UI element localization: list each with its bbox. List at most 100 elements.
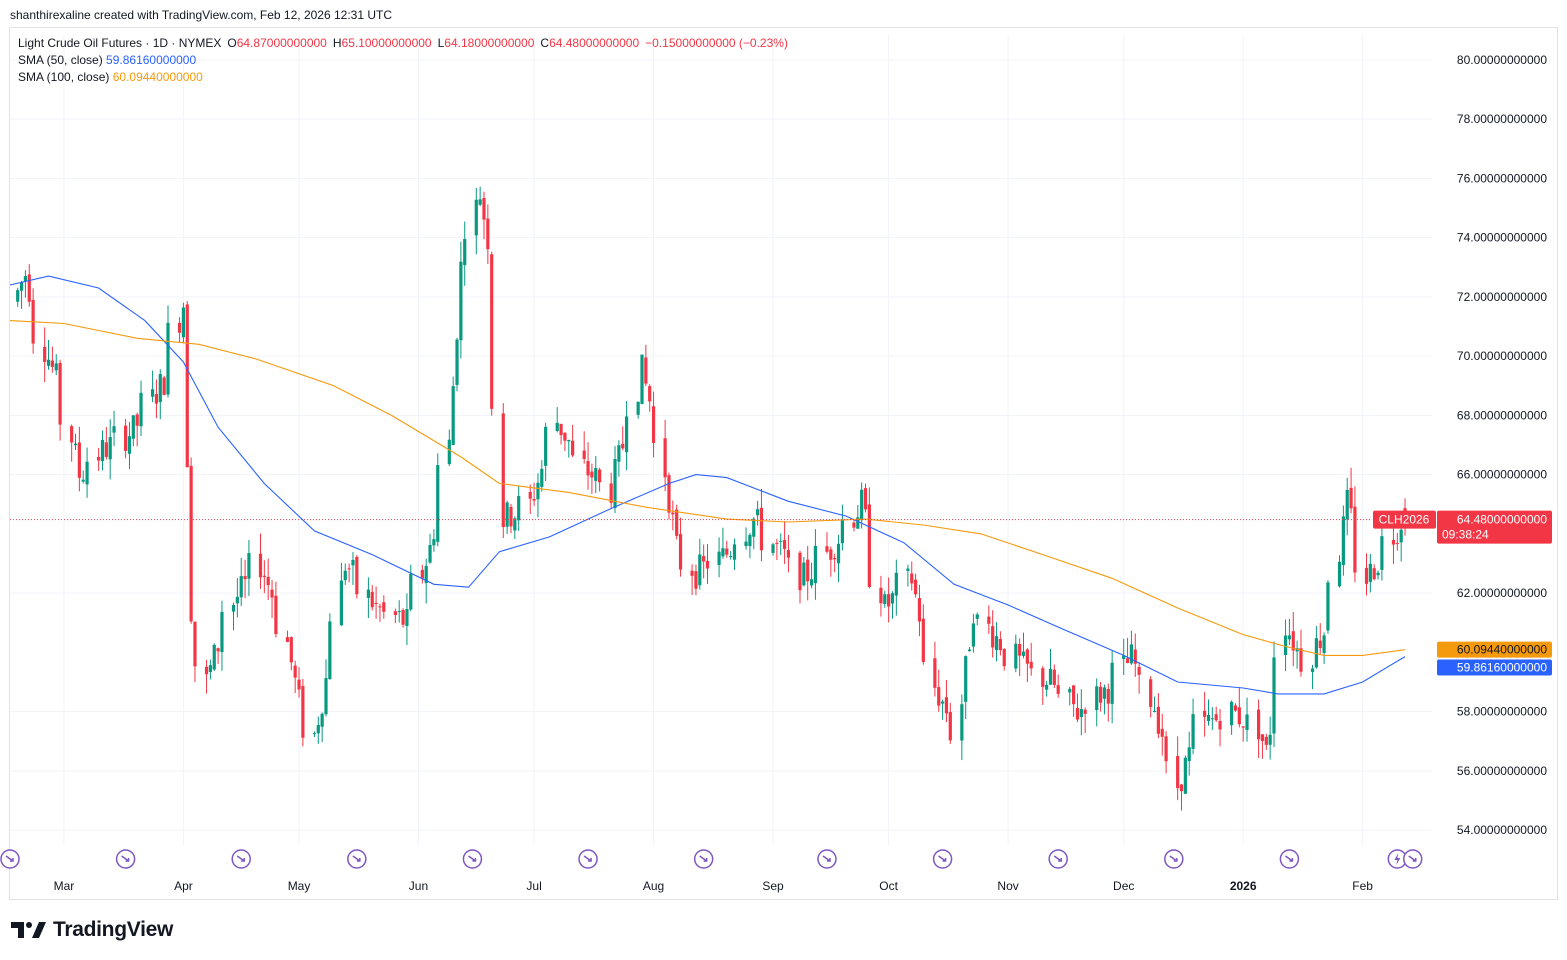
candle-body — [216, 648, 220, 652]
candle-body — [890, 593, 895, 604]
candle-body — [1295, 648, 1299, 652]
candle-body — [1187, 747, 1191, 762]
candle-body — [181, 307, 186, 338]
candle-body — [1218, 721, 1222, 730]
candle-body — [694, 571, 698, 589]
candle-body — [1072, 685, 1076, 705]
event-marker-icon[interactable] — [1164, 849, 1184, 869]
price-axis-label: 70.00000000000 — [1457, 349, 1547, 363]
candle-body — [813, 545, 818, 584]
candle-body — [177, 322, 182, 333]
price-axis-label: 66.00000000000 — [1457, 468, 1547, 482]
candle-body — [636, 401, 640, 415]
candle-body — [1349, 487, 1353, 509]
candle-body — [374, 602, 378, 605]
tradingview-logo[interactable]: TradingView — [11, 918, 173, 942]
candle-body — [1106, 688, 1110, 704]
candle-body — [987, 616, 991, 624]
symbol-title[interactable]: Light Crude Oil Futures · 1D · NYMEX — [18, 36, 222, 50]
candle-body — [108, 437, 112, 460]
event-marker-icon[interactable] — [932, 849, 953, 869]
candle-body — [852, 522, 856, 528]
candle-body — [1318, 640, 1322, 649]
candle-body — [786, 550, 791, 558]
attribution-text: shanthirexaline created with TradingView… — [10, 8, 392, 22]
sma50-price-tag — [1437, 659, 1552, 676]
candle-body — [166, 322, 170, 395]
candle-body — [339, 580, 344, 626]
candle-body — [1310, 668, 1315, 672]
high-value: 65.10000000000 — [341, 36, 432, 50]
candle-body — [678, 534, 683, 570]
event-marker-icon[interactable] — [578, 849, 598, 869]
candle-body — [50, 360, 54, 367]
close-label: C — [540, 36, 550, 50]
event-marker-icon[interactable] — [0, 849, 20, 869]
candle-body — [1241, 726, 1245, 728]
time-axis-label: Jul — [526, 879, 541, 893]
candle-body — [1018, 643, 1022, 656]
candle-body — [474, 199, 478, 236]
candle-body — [1029, 661, 1033, 669]
candle-body — [162, 377, 166, 395]
candle-body — [1214, 714, 1218, 721]
candle-body — [463, 238, 467, 266]
candle-body — [1256, 709, 1261, 740]
event-marker-icon[interactable] — [693, 849, 714, 869]
candle-body — [1179, 784, 1184, 792]
candles — [16, 186, 1407, 811]
event-marker-icon[interactable] — [817, 849, 837, 869]
price-axis-label: 62.00000000000 — [1457, 586, 1547, 600]
event-marker-icon[interactable] — [1279, 849, 1300, 869]
candle-body — [451, 386, 455, 445]
candle-body — [208, 665, 212, 673]
candle-body — [863, 488, 868, 510]
candle-body — [698, 554, 702, 586]
event-marker-icon[interactable] — [462, 849, 483, 869]
sma50-label: SMA (50, close) — [18, 53, 103, 67]
candle-body — [1129, 644, 1134, 664]
candle-body — [540, 468, 544, 487]
time-axis-label: Sep — [762, 879, 784, 893]
arrow-icon — [1284, 855, 1294, 862]
candle-body — [382, 602, 386, 612]
candle-body — [729, 556, 733, 558]
candle-body — [1152, 710, 1157, 712]
candle-body — [675, 509, 679, 536]
candle-body — [436, 465, 440, 542]
candle-body — [991, 626, 995, 648]
event-marker-icon[interactable] — [347, 849, 367, 869]
candle-body — [432, 539, 436, 546]
candle-body — [247, 553, 251, 579]
candle-body — [455, 339, 459, 385]
candle-body — [744, 541, 748, 547]
candle-body — [1345, 490, 1349, 520]
event-marker-icon[interactable] — [231, 849, 251, 869]
candle-body — [100, 439, 105, 462]
candle-body — [590, 471, 594, 478]
candle-body — [1164, 736, 1168, 762]
candle-body — [19, 282, 24, 291]
candle-body — [867, 504, 871, 587]
event-marker-icon[interactable] — [115, 849, 136, 869]
candle-body — [1245, 714, 1249, 730]
candle-body — [613, 459, 617, 508]
candle-body — [274, 595, 278, 635]
candle-body — [1002, 648, 1006, 667]
candle-body — [759, 507, 764, 551]
candle-body — [231, 604, 236, 612]
event-marker-icon[interactable] — [1048, 849, 1068, 869]
candle-body — [756, 509, 760, 516]
candle-body — [320, 713, 324, 727]
candle-body — [409, 573, 413, 610]
candle-body — [239, 576, 243, 598]
candle-body — [690, 570, 694, 576]
legend-sma100-row[interactable]: SMA (100, close) 60.09440000000 — [18, 69, 788, 86]
countdown-text: 09:38:24 — [1442, 528, 1489, 542]
candle-body — [1149, 679, 1153, 707]
candle-body — [124, 425, 128, 451]
legend-sma50-row[interactable]: SMA (50, close) 59.86160000000 — [18, 52, 788, 69]
event-marker-icon[interactable] — [1402, 849, 1423, 869]
